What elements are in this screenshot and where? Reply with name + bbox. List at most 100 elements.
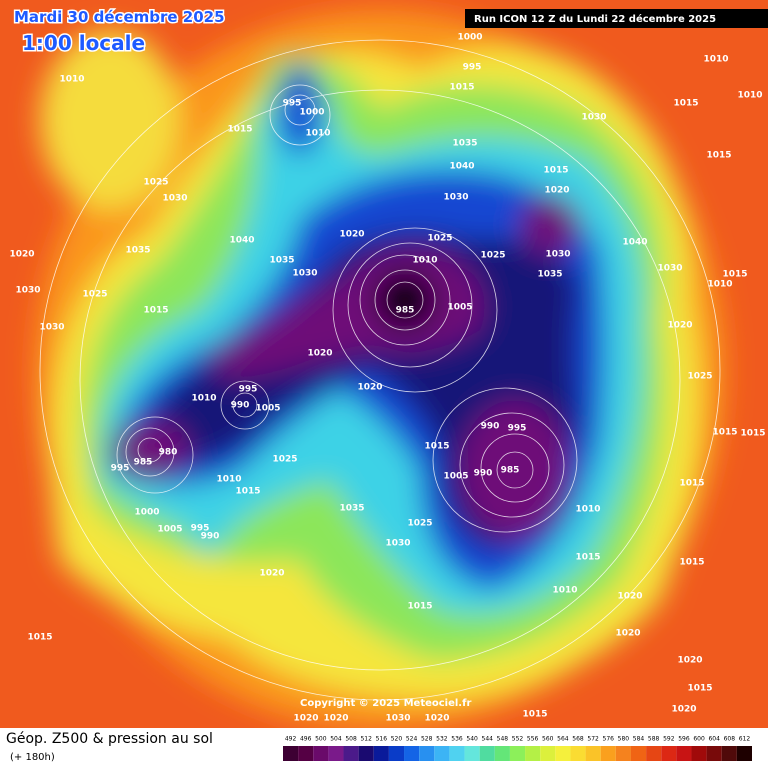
isobar-label: 1010 bbox=[575, 505, 600, 515]
isobar-label: 1015 bbox=[740, 429, 765, 439]
colorbar-cell bbox=[494, 746, 510, 761]
isobar-label: 1035 bbox=[339, 504, 364, 514]
colorbar-cell bbox=[464, 746, 480, 761]
isobar-label: 1040 bbox=[449, 162, 474, 172]
isobar-label: 1015 bbox=[407, 602, 432, 612]
isobar-label: 995 bbox=[111, 464, 130, 474]
colorbar-cell bbox=[630, 746, 647, 761]
isobar-label: 1015 bbox=[679, 558, 704, 568]
geopotential-field: 1000995101510101010101599510001010102510… bbox=[0, 0, 768, 728]
colorbar-label: 596 bbox=[678, 736, 690, 743]
isobar-label: 1010 bbox=[191, 394, 216, 404]
colorbar-cell bbox=[691, 746, 707, 761]
colorbar-label: 504 bbox=[330, 736, 342, 743]
isobar-label: 990 bbox=[481, 422, 500, 432]
isobar-label: 1020 bbox=[323, 714, 348, 724]
isobar-label: 1020 bbox=[667, 321, 692, 331]
isobar-label: 1015 bbox=[27, 633, 52, 643]
colorbar-cell bbox=[570, 746, 586, 761]
colorbar-cell bbox=[404, 746, 420, 761]
isobar-label: 1020 bbox=[307, 349, 332, 359]
isobar-label: 1000 bbox=[299, 108, 324, 118]
isobar-label: 1015 bbox=[722, 270, 747, 280]
colorbar-label: 556 bbox=[527, 736, 539, 743]
isobar-label: 1030 bbox=[39, 323, 64, 333]
isobar-label: 1020 bbox=[293, 714, 318, 724]
isobar-label: 1020 bbox=[615, 629, 640, 639]
isobar-label: 1020 bbox=[357, 383, 382, 393]
isobar-label: 1005 bbox=[255, 404, 280, 414]
isobar-label: 995 bbox=[463, 63, 482, 73]
colorbar-label: 508 bbox=[345, 736, 357, 743]
isobar-label: 1015 bbox=[712, 428, 737, 438]
colorbar-label: 592 bbox=[663, 736, 675, 743]
isobar-label: 1030 bbox=[545, 250, 570, 260]
colorbar-label: 524 bbox=[406, 736, 418, 743]
isobar-label: 1015 bbox=[679, 479, 704, 489]
isobar-label: 1015 bbox=[687, 684, 712, 694]
isobar-label: 1020 bbox=[339, 230, 364, 240]
isobar-label: 990 bbox=[474, 469, 493, 479]
colorbar-label: 604 bbox=[708, 736, 720, 743]
colorbar-label: 500 bbox=[315, 736, 327, 743]
isobar-label: 1020 bbox=[259, 569, 284, 579]
colorbar: 492 496 500 504 508 512 516 520 524 528 532 536 540 5… bbox=[283, 736, 752, 761]
isobar-label: 1020 bbox=[617, 592, 642, 602]
isobar-label: 1010 bbox=[552, 586, 577, 596]
map-date: Mardi 30 décembre 2025 bbox=[14, 8, 225, 26]
isobar-label: 1020 bbox=[544, 186, 569, 196]
isobar-label: 1020 bbox=[677, 656, 702, 666]
isobar-label: 1010 bbox=[216, 475, 241, 485]
colorbar-label: 576 bbox=[603, 736, 615, 743]
colorbar-label: 536 bbox=[451, 736, 463, 743]
isobar-label: 1010 bbox=[412, 256, 437, 266]
isobar-label: 985 bbox=[396, 306, 415, 316]
isobars bbox=[39, 39, 721, 701]
isobar-label: 1015 bbox=[449, 83, 474, 93]
isobar-label: 1015 bbox=[227, 125, 252, 135]
colorbar-cell bbox=[313, 746, 329, 761]
colorbar-cell bbox=[509, 746, 526, 761]
colorbar-cell bbox=[600, 746, 616, 761]
isobar-label: 1030 bbox=[443, 193, 468, 203]
colorbar-cell bbox=[676, 746, 692, 761]
colorbar-cell bbox=[479, 746, 495, 761]
isobar-label: 995 bbox=[508, 424, 527, 434]
colorbar-label: 528 bbox=[421, 736, 433, 743]
isobar-label: 1010 bbox=[703, 55, 728, 65]
colorbar-label: 580 bbox=[618, 736, 630, 743]
isobar-label: 1040 bbox=[622, 238, 647, 248]
isobar-label: 1025 bbox=[82, 290, 107, 300]
isobar-label: 1005 bbox=[447, 303, 472, 313]
isobar-label: 1030 bbox=[162, 194, 187, 204]
colorbar-label: 584 bbox=[633, 736, 645, 743]
isobar-label: 1010 bbox=[707, 280, 732, 290]
isobar-label: 1025 bbox=[272, 455, 297, 465]
isobar-label: 1020 bbox=[9, 250, 34, 260]
colorbar-cell bbox=[373, 746, 389, 761]
colorbar-label: 612 bbox=[739, 736, 751, 743]
isobar-label: 1000 bbox=[134, 508, 159, 518]
footer-subtitle: (+ 180h) bbox=[10, 752, 55, 763]
colorbar-label: 560 bbox=[542, 736, 554, 743]
isobar-label: 1015 bbox=[543, 166, 568, 176]
isobar-label: 1025 bbox=[143, 178, 168, 188]
colorbar-cell bbox=[434, 746, 450, 761]
colorbar-cell bbox=[283, 746, 299, 761]
isobar-label: 1040 bbox=[229, 236, 254, 246]
isobar-label: 1010 bbox=[305, 129, 330, 139]
colorbar-label: 548 bbox=[497, 736, 509, 743]
colorbar-cell bbox=[419, 746, 435, 761]
isobar-label: 1030 bbox=[581, 113, 606, 123]
colorbar-label: 512 bbox=[360, 736, 372, 743]
isobar-label: 1030 bbox=[292, 269, 317, 279]
colorbar-cell bbox=[721, 746, 737, 761]
isobar-label: 1015 bbox=[143, 306, 168, 316]
colorbar-cell bbox=[706, 746, 722, 761]
colorbar-cell bbox=[388, 746, 405, 761]
colorbar-label: 600 bbox=[693, 736, 705, 743]
isobar-label: 1010 bbox=[59, 75, 84, 85]
run-box bbox=[465, 9, 768, 28]
isobar-label: 985 bbox=[501, 466, 520, 476]
isobar-label: 1030 bbox=[385, 714, 410, 724]
